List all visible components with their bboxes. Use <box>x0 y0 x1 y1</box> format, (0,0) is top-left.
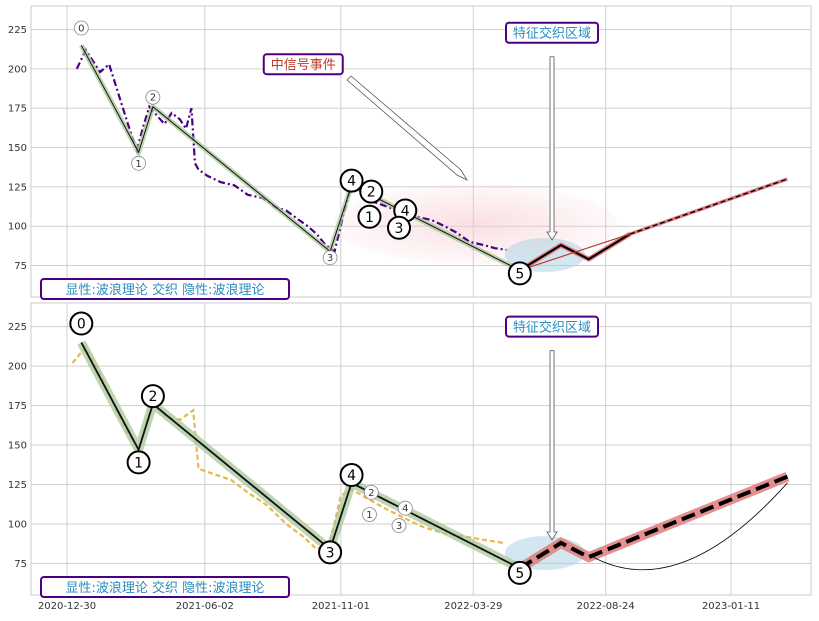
y-tick-label: 75 <box>14 261 27 272</box>
wave-label: 0 <box>77 317 86 333</box>
wave-label-circle <box>322 250 338 266</box>
y-tick-label: 175 <box>8 104 27 115</box>
projection-arc <box>593 482 788 571</box>
annotation-label: 特征交织区域 <box>513 320 591 336</box>
y-tick-label: 225 <box>8 25 27 36</box>
wave-label: 4 <box>347 468 356 484</box>
wave-line <box>80 45 353 253</box>
y-tick-label: 150 <box>8 441 27 452</box>
y-tick-label: 100 <box>8 519 27 530</box>
wave-label: 3 <box>326 545 335 561</box>
wave-label-circle <box>145 89 161 105</box>
wave-label-circle <box>363 485 379 500</box>
y-tick-label: 175 <box>8 401 27 412</box>
forecast-line <box>518 474 789 570</box>
x-tick-label: 2023-01-11 <box>702 601 760 612</box>
x-tick-label: 2021-06-02 <box>176 601 234 612</box>
y-tick-label: 100 <box>8 222 27 233</box>
y-tick-label: 225 <box>8 322 27 333</box>
wave-label-circle <box>339 463 364 488</box>
wave-label-circle <box>69 311 94 336</box>
arrow-icon <box>546 350 558 541</box>
wave-label: 1 <box>135 159 141 170</box>
y-tick-label: 200 <box>8 64 27 75</box>
wave-label: 5 <box>515 266 524 282</box>
wave-label: 4 <box>402 504 408 515</box>
wave-label: 2 <box>367 185 376 201</box>
wave-label-circle <box>391 518 407 533</box>
wave-label-circle <box>318 540 343 565</box>
forecast-link <box>519 233 631 271</box>
wave-label-circle <box>357 204 382 229</box>
price-series <box>71 345 503 551</box>
wave-label: 2 <box>148 389 157 405</box>
y-tick-label: 125 <box>8 182 27 193</box>
legend-label: 显性:波浪理论 交织 隐性:波浪理论 <box>65 282 264 298</box>
arrow-icon <box>346 75 469 181</box>
wave-label-circle <box>397 500 413 516</box>
annotation-label: 中信号事件 <box>271 58 336 73</box>
legend-label: 显性:波浪理论 交织 隐性:波浪理论 <box>65 580 264 596</box>
arrow-icon <box>546 56 558 241</box>
wave-label: 1 <box>365 210 374 226</box>
wave-label: 2 <box>368 488 374 499</box>
y-tick-label: 125 <box>8 480 27 491</box>
wave-label: 2 <box>150 93 156 104</box>
wave-line <box>80 342 521 570</box>
wave-label-circle <box>126 450 151 475</box>
plot-area <box>30 302 812 596</box>
wave-label: 1 <box>366 510 372 521</box>
wave-label: 5 <box>515 566 524 582</box>
x-tick-label: 2021-11-01 <box>312 601 370 612</box>
wave-label-circle <box>73 20 89 36</box>
y-tick-label: 75 <box>14 559 27 570</box>
panel-top: 7510012515017520022501230421435中信号事件特征交织… <box>8 5 812 300</box>
annotation-label-box <box>505 315 600 338</box>
wave-label-circle <box>387 215 411 240</box>
wave-label: 1 <box>134 455 143 471</box>
wave-label-circle <box>507 261 532 286</box>
wave-label: 4 <box>347 174 356 190</box>
x-tick-label: 2022-08-24 <box>577 601 635 612</box>
wave-label-circle <box>507 560 532 585</box>
y-tick-label: 150 <box>8 143 27 154</box>
forecast-far-line <box>629 178 788 235</box>
wave-label: 3 <box>396 521 402 532</box>
wave-label-circle <box>131 155 146 171</box>
annotation-label: 特征交织区域 <box>513 26 591 42</box>
wave-label: 4 <box>401 203 410 219</box>
annotation-label-box <box>262 53 344 76</box>
wave-label-circle <box>362 507 377 522</box>
wave-label-circle <box>339 168 364 193</box>
y-tick-label: 200 <box>8 362 27 373</box>
wave-label: 3 <box>395 221 404 237</box>
annotation-label-box <box>505 21 600 44</box>
wave-label-circle <box>140 384 165 409</box>
wave-label: 3 <box>327 253 333 264</box>
x-tick-label: 2020-12-30 <box>38 601 96 612</box>
x-tick-label: 2022-03-29 <box>444 601 502 612</box>
wave-label-circle <box>359 179 384 204</box>
wave-label: 0 <box>78 24 84 35</box>
legend-label-box <box>40 278 290 300</box>
legend-label-box <box>40 576 290 598</box>
